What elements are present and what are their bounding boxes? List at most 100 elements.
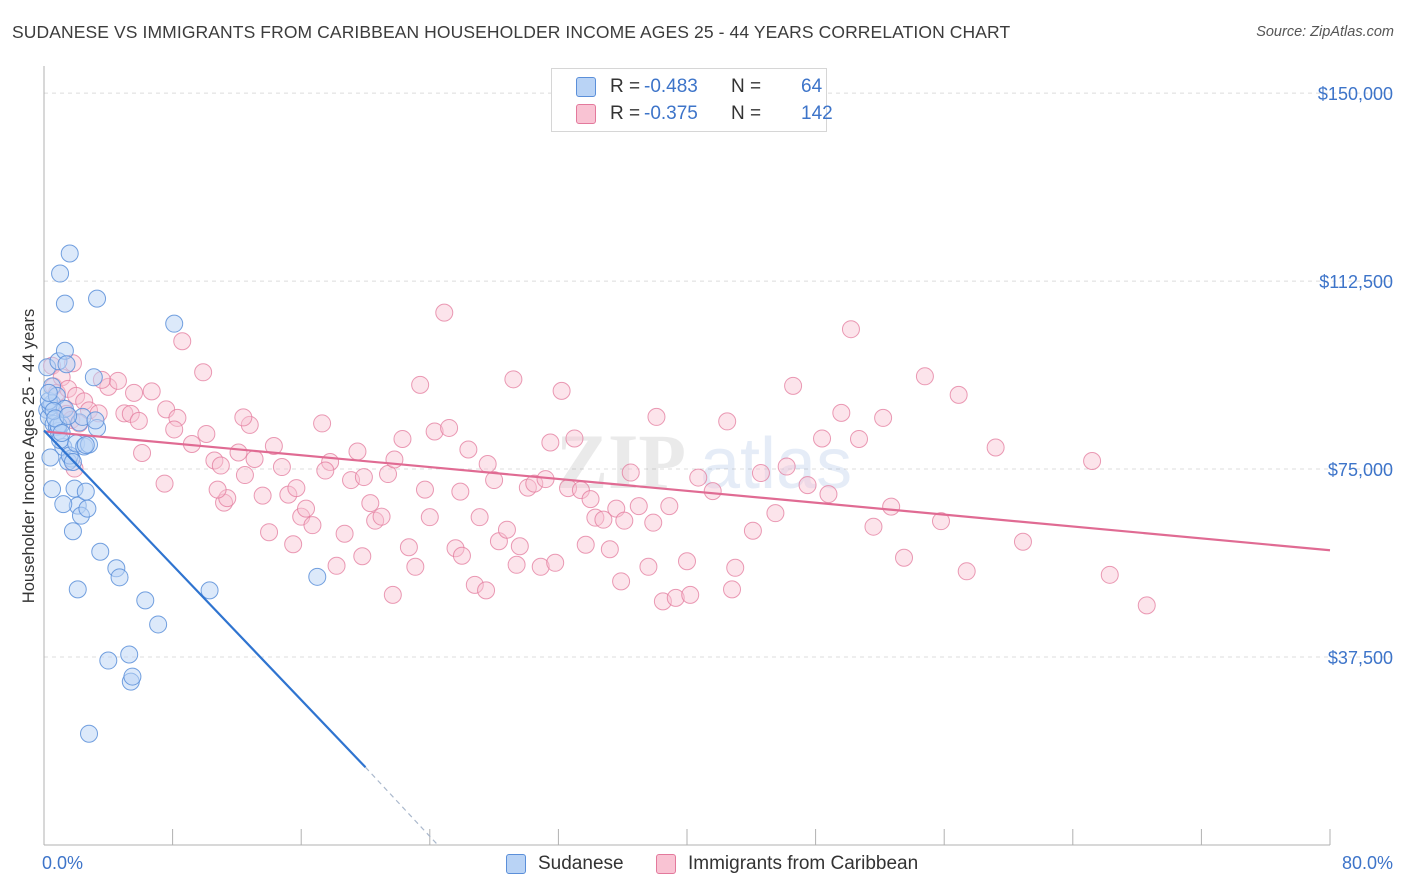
caribbean-point: [986, 438, 1005, 457]
caribbean-point: [194, 363, 213, 382]
caribbean-point: [576, 535, 595, 554]
y-tick-labels: $37,500 $75,000 $112,500 $150,000: [1318, 84, 1393, 668]
legend-r-value: -0.375: [644, 103, 698, 124]
sudanese-point: [63, 522, 82, 541]
bottom-legend-swatch-caribbean: [656, 854, 676, 874]
sudanese-point: [88, 289, 107, 308]
legend: R = -0.483 N = 64 R = -0.375 N = 142: [551, 68, 833, 132]
sudanese-point: [54, 495, 73, 514]
legend-r-value: -0.483: [644, 76, 698, 97]
caribbean-point: [819, 485, 838, 504]
caribbean-point: [581, 490, 600, 509]
caribbean-point: [440, 418, 459, 437]
caribbean-point: [629, 497, 648, 516]
caribbean-point: [882, 497, 901, 516]
sudanese-point: [110, 568, 129, 587]
source-label: Source: ZipAtlas.com: [1256, 24, 1394, 40]
caribbean-point: [253, 486, 272, 505]
caribbean-point: [1137, 596, 1156, 615]
caribbean-point: [393, 429, 412, 448]
sudanese-point: [200, 581, 219, 600]
caribbean-point: [689, 468, 708, 487]
x-tick-label: 80.0%: [1342, 853, 1393, 873]
caribbean-point: [406, 557, 425, 576]
caribbean-point: [832, 403, 851, 422]
caribbean-point: [615, 511, 634, 530]
caribbean-point: [240, 415, 259, 434]
caribbean-point: [594, 510, 613, 529]
sudanese-point: [68, 580, 87, 599]
caribbean-point: [565, 429, 584, 448]
bottom-legend-swatch-sudanese: [506, 854, 526, 874]
caribbean-point: [621, 463, 640, 482]
sudanese-point: [55, 294, 74, 313]
caribbean-point: [235, 466, 254, 485]
sudanese-point: [51, 264, 70, 283]
caribbean-point: [718, 412, 737, 431]
caribbean-point: [497, 520, 516, 539]
caribbean-point: [229, 443, 248, 462]
caribbean-point: [108, 371, 127, 390]
caribbean-point: [260, 523, 279, 542]
caribbean-point: [504, 370, 523, 389]
caribbean-point: [957, 562, 976, 581]
caribbean-point: [949, 385, 968, 404]
sudanese-point: [86, 411, 105, 430]
legend-swatch-caribbean: [576, 104, 596, 124]
sudanese-point: [60, 244, 79, 263]
caribbean-point: [895, 548, 914, 567]
caribbean-point: [541, 433, 560, 452]
caribbean-point: [272, 458, 291, 477]
sudanese-trend-line: [43, 429, 367, 769]
y-tick-label: $37,500: [1328, 648, 1393, 668]
sudanese-point: [120, 645, 139, 664]
caribbean-point: [874, 408, 893, 427]
legend-n-value: 142: [801, 103, 833, 124]
caribbean-point: [660, 497, 679, 516]
caribbean-point: [435, 303, 454, 322]
caribbean-point: [354, 468, 373, 487]
caribbean-point: [678, 552, 696, 571]
sudanese-point: [41, 448, 60, 467]
legend-swatch-sudanese: [576, 77, 596, 97]
x-tick-label: 0.0%: [42, 853, 83, 873]
caribbean-point: [316, 461, 335, 480]
caribbean-point: [666, 588, 685, 607]
sudanese-point: [84, 368, 103, 387]
sudanese-point: [57, 355, 76, 374]
caribbean-point: [1083, 452, 1102, 471]
caribbean-point: [348, 442, 367, 461]
caribbean-point: [129, 411, 148, 430]
sudanese-point: [99, 651, 118, 670]
caribbean-point: [485, 471, 504, 490]
sudanese-points: [38, 244, 327, 743]
y-tick-label: $112,500: [1319, 272, 1393, 292]
caribbean-point: [383, 585, 402, 604]
legend-n-value: 64: [801, 76, 823, 97]
caribbean-point: [644, 513, 663, 532]
caribbean-point: [297, 499, 316, 518]
caribbean-point: [639, 557, 658, 576]
caribbean-point: [525, 474, 544, 493]
caribbean-point: [133, 444, 152, 463]
caribbean-point: [766, 504, 785, 523]
sudanese-point: [39, 383, 58, 402]
sudanese-trend-extension: [365, 766, 439, 846]
grid-lines: [44, 92, 1395, 658]
caribbean-point: [142, 382, 161, 401]
caribbean-point: [459, 440, 478, 459]
sudanese-point: [78, 499, 97, 518]
caribbean-point: [931, 512, 950, 531]
caribbean-point: [751, 464, 770, 483]
caribbean-point: [703, 482, 722, 501]
chart-title: SUDANESE VS IMMIGRANTS FROM CARIBBEAN HO…: [12, 22, 1011, 42]
legend-n-label: N =: [731, 103, 762, 124]
legend-r-label: R =: [610, 76, 641, 97]
caribbean-point: [726, 558, 745, 577]
caribbean-point: [612, 572, 631, 591]
caribbean-point: [234, 408, 253, 427]
caribbean-points: [43, 303, 1156, 615]
caribbean-point: [1013, 532, 1032, 551]
caribbean-point: [165, 420, 184, 439]
sudanese-point: [76, 482, 95, 501]
